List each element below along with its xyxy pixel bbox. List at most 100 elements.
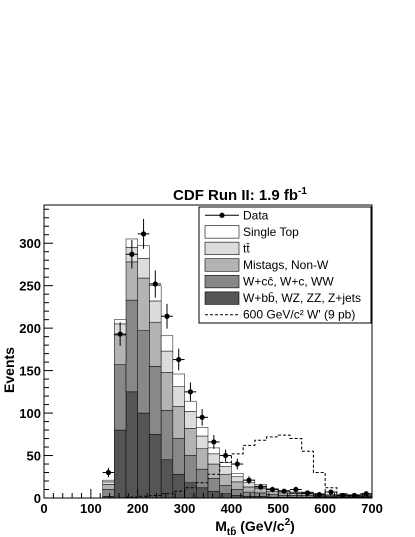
- stack-bar: [184, 482, 197, 499]
- legend-data-marker: [219, 212, 225, 218]
- stack-bar: [125, 299, 138, 393]
- stack-bar: [137, 330, 150, 414]
- data-point: [340, 492, 346, 499]
- stack-bar: [184, 428, 197, 456]
- stack-bar: [254, 492, 267, 497]
- legend-label: Mistags, Non-W: [243, 258, 329, 272]
- stack-bar: [172, 386, 185, 407]
- y-axis-title: Events: [1, 347, 17, 393]
- x-axis-title-close: ): [290, 518, 295, 534]
- data-point: [152, 281, 158, 287]
- stack-bar: [196, 487, 209, 499]
- stack-bar: [172, 438, 185, 475]
- legend-swatch: [204, 274, 240, 289]
- data-point: [258, 484, 264, 490]
- stack-bar: [231, 481, 244, 490]
- data-point: [211, 439, 217, 445]
- x-axis-title-main: M: [215, 518, 227, 534]
- data-point: [187, 389, 194, 395]
- legend-label: Data: [243, 208, 269, 222]
- stack-bar: [114, 429, 127, 499]
- y-tick-label: 200: [19, 321, 41, 336]
- stack-bar: [231, 473, 244, 478]
- stack-bar: [207, 478, 220, 492]
- stack-bar: [196, 468, 209, 489]
- chart-title-sup: -1: [298, 186, 307, 197]
- x-tick-label: 400: [221, 501, 243, 516]
- stack-bar: [301, 495, 314, 498]
- data-point: [281, 488, 287, 494]
- chart-title: CDF Run II: 1.9 fb-1: [173, 186, 307, 204]
- stack-bar: [137, 258, 150, 279]
- stack-bar: [184, 411, 197, 429]
- stack-bar: [207, 490, 220, 499]
- stack-bar: [196, 448, 209, 470]
- x-tick-label: 500: [267, 501, 289, 516]
- y-axis: 0 50 100 150 200 250 300: [19, 208, 53, 506]
- legend-entry: tt̄: [204, 241, 250, 256]
- stack-bar: [196, 427, 209, 437]
- stack-bar: [102, 481, 115, 485]
- data-point: [105, 469, 112, 476]
- stack-bar: [149, 321, 162, 367]
- data-point: [117, 331, 123, 337]
- data-point: [164, 313, 170, 319]
- legend-label: 600 GeV/c² W' (9 pb): [243, 308, 355, 322]
- x-axis-title-unit: (GeV/c: [236, 518, 284, 534]
- stack-bar: [184, 455, 197, 483]
- data-point: [293, 486, 299, 493]
- stack-bar: [231, 489, 244, 496]
- legend-entry: 600 GeV/c² W' (9 pb): [205, 308, 355, 322]
- stack-bar: [219, 493, 232, 499]
- stack-bar: [160, 459, 174, 499]
- y-tick-label: 100: [19, 406, 41, 421]
- legend-entry: Data: [205, 208, 269, 222]
- stack-bar: [160, 335, 174, 352]
- stack-series-1: [102, 299, 373, 498]
- stack-bar: [149, 300, 162, 323]
- stack-bar: [219, 473, 232, 486]
- stack-bar: [242, 491, 256, 497]
- legend-label: W+bb̄, WZ, ZZ, Z+jets: [243, 291, 361, 305]
- stack-bar: [219, 462, 232, 467]
- data-point: [363, 491, 369, 497]
- stack-bar: [324, 494, 338, 496]
- stack-bar: [242, 486, 256, 493]
- stack-bar: [160, 350, 174, 373]
- stack-bar: [196, 435, 209, 449]
- stack-bar: [125, 391, 138, 499]
- plot-frame: [43, 204, 373, 499]
- x-tick-label: 100: [80, 501, 102, 516]
- stack-bar: [172, 406, 185, 439]
- x-axis-title-unit-sup: 2: [285, 517, 291, 528]
- data-point: [140, 231, 147, 237]
- stack-bar: [160, 410, 174, 461]
- legend: Data Single Top tt̄ Mistags, Non-W W+cc̄, W+…: [198, 206, 372, 324]
- stack-bar: [102, 479, 115, 483]
- stack-bar: [102, 484, 115, 490]
- data-point: [234, 461, 240, 467]
- x-tick-label: 300: [174, 501, 196, 516]
- stack-bar: [172, 473, 185, 499]
- y-tick-label: 150: [19, 364, 41, 379]
- legend-swatch: [204, 225, 240, 239]
- x-axis: 0 100 200 300 400 500 600 700: [40, 489, 383, 516]
- stack-bar: [137, 412, 150, 499]
- stack-bar: [289, 495, 302, 498]
- legend-swatch: [204, 241, 240, 256]
- y-tick-label: 50: [27, 449, 41, 464]
- stack-bar: [149, 434, 162, 499]
- data-point: [316, 492, 322, 498]
- legend-label: tt̄: [243, 241, 250, 255]
- signal-line: [90, 434, 372, 499]
- stack-bar: [231, 476, 244, 483]
- stack-bar: [219, 485, 232, 495]
- data-point: [351, 492, 358, 499]
- stack-bar: [137, 277, 150, 331]
- stack-bar: [149, 366, 162, 435]
- stack-bar: [219, 466, 232, 475]
- stack-series-2: [102, 261, 373, 497]
- stack-bar: [207, 463, 220, 479]
- legend-swatch: [204, 258, 240, 272]
